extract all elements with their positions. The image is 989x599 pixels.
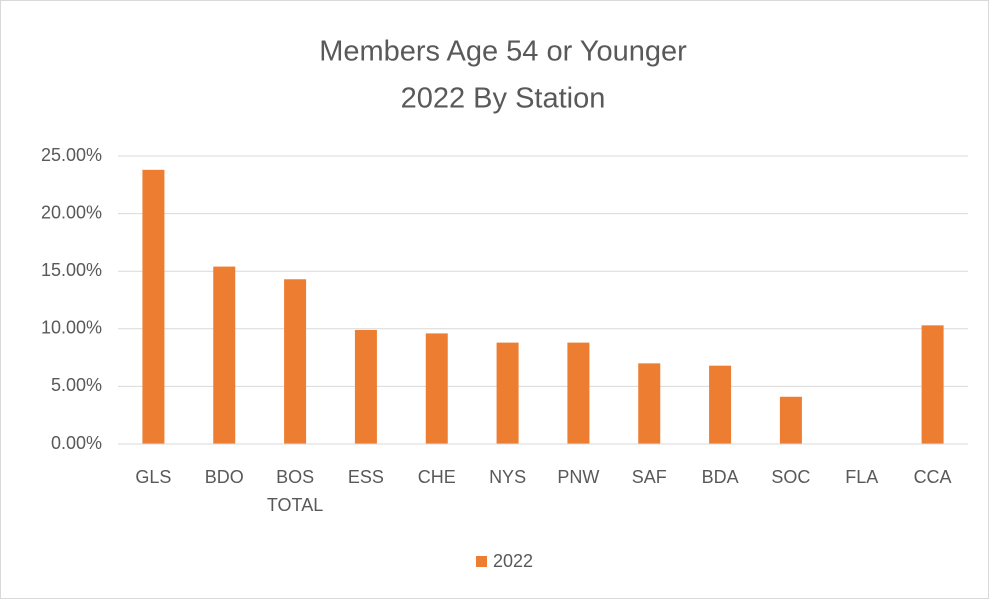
x-tick-label: GLS: [135, 467, 171, 487]
bar: [213, 266, 236, 444]
x-tick-label: SOC: [771, 467, 810, 487]
x-tick-label: CCA: [914, 467, 952, 487]
chart-title: Members Age 54 or Younger: [319, 36, 687, 68]
bar: [921, 325, 944, 444]
bar: [425, 333, 448, 444]
bar: [779, 396, 802, 444]
y-tick-label: 0.00%: [51, 433, 102, 453]
x-tick-label: SAF: [632, 467, 667, 487]
y-tick-label: 20.00%: [41, 202, 102, 222]
y-tick-label: 5.00%: [51, 375, 102, 395]
y-tick-label: 25.00%: [41, 145, 102, 165]
bar: [567, 342, 590, 444]
bar: [709, 365, 732, 444]
x-tick-label: CHE: [418, 467, 456, 487]
chart-subtitle: 2022 By Station: [401, 83, 606, 115]
y-tick-label: 15.00%: [41, 260, 102, 280]
bar: [284, 279, 307, 444]
x-tick-label: ESS: [348, 467, 384, 487]
bar: [142, 169, 165, 444]
x-tick-label: FLA: [845, 467, 878, 487]
x-tick-label: BOS TOTAL: [267, 467, 323, 515]
bar: [638, 363, 661, 444]
bar: [354, 329, 377, 444]
bar: [496, 342, 519, 444]
legend-swatch: [476, 556, 487, 567]
x-tick-label: BDO: [205, 467, 244, 487]
legend-label: 2022: [493, 551, 533, 571]
x-tick-label: NYS: [489, 467, 526, 487]
x-tick-label: BDA: [702, 467, 739, 487]
y-tick-label: 10.00%: [41, 318, 102, 338]
x-tick-label: PNW: [557, 467, 599, 487]
